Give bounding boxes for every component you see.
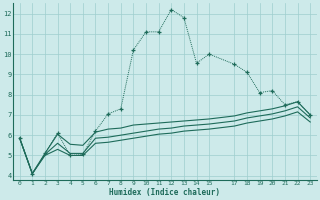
X-axis label: Humidex (Indice chaleur): Humidex (Indice chaleur): [109, 188, 220, 197]
